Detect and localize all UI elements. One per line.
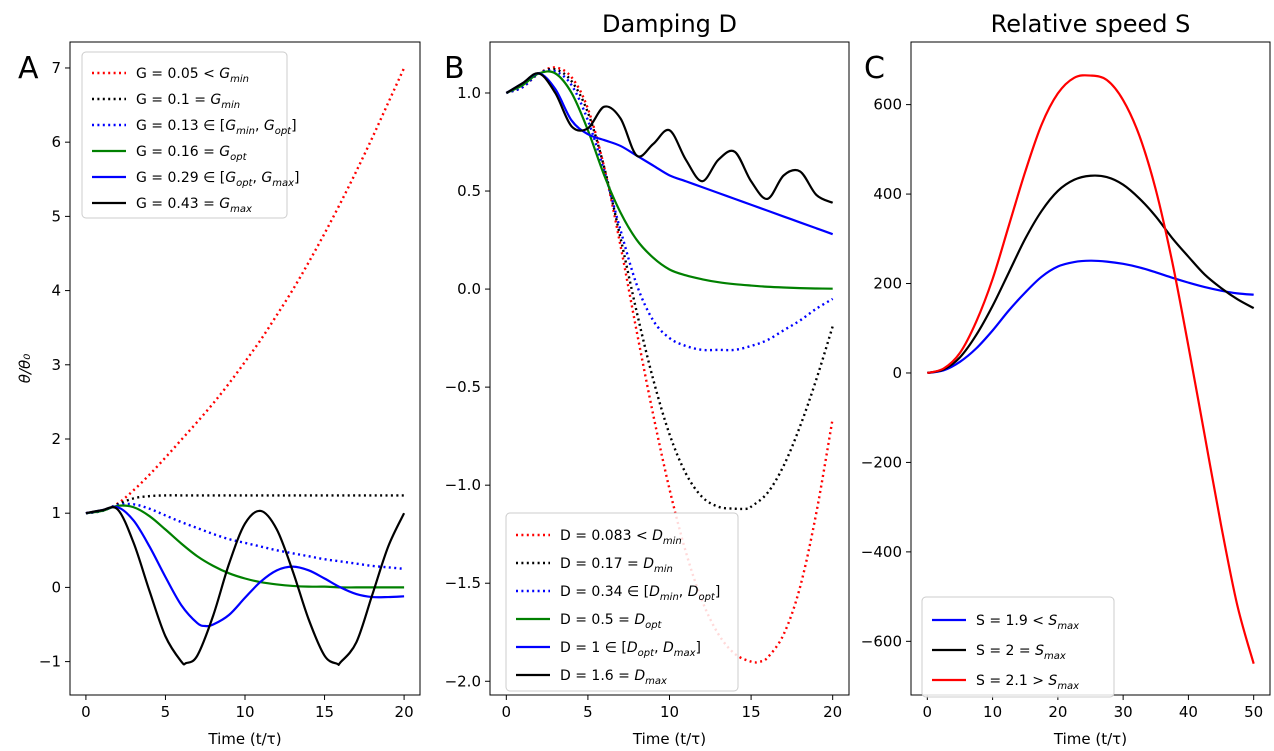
x-tick-label: 10 bbox=[235, 703, 254, 721]
x-tick-label: 15 bbox=[315, 703, 334, 721]
series-line-3 bbox=[85, 502, 405, 571]
legend-entry: D = 1.6 = Dmax bbox=[560, 668, 667, 687]
x-tick-label: 15 bbox=[742, 703, 761, 721]
series-line-6 bbox=[85, 506, 406, 666]
y-tick-label: −0.5 bbox=[445, 378, 481, 396]
x-tick-label: 40 bbox=[1179, 703, 1198, 721]
legend-entry: G = 0.29 ∈ [Gopt, Gmax] bbox=[136, 170, 300, 189]
panel-letter: A bbox=[18, 51, 39, 86]
panel-c: 0 10 20 30 40 50 −600 −400 −200 0 200 400 600 Time (t… bbox=[861, 10, 1271, 748]
y-tick-label: 600 bbox=[873, 96, 902, 114]
series-line-3 bbox=[927, 74, 1255, 664]
series-line-5 bbox=[85, 505, 405, 628]
x-axis-label: Time (t/τ) bbox=[207, 730, 281, 748]
y-tick-label: −600 bbox=[861, 632, 902, 650]
y-tick-label: 0.0 bbox=[457, 280, 481, 298]
series-group bbox=[505, 66, 834, 664]
panel-letter: C bbox=[864, 51, 885, 86]
y-tick-label: 4 bbox=[51, 282, 61, 300]
x-tick-label: 20 bbox=[823, 703, 842, 721]
legend-entry: G = 0.43 = Gmax bbox=[136, 196, 252, 215]
panel-letter: B bbox=[444, 51, 465, 86]
legend-box bbox=[505, 512, 739, 692]
x-tick-label: 5 bbox=[161, 703, 171, 721]
legend-entry: D = 0.083 < Dmin bbox=[560, 528, 682, 547]
series-line-6 bbox=[505, 72, 834, 204]
x-tick-label: 50 bbox=[1244, 703, 1263, 721]
series-line-5 bbox=[505, 72, 834, 236]
y-tick-label: 0.5 bbox=[457, 182, 481, 200]
x-tick-label: 30 bbox=[1114, 703, 1133, 721]
x-tick-label: 20 bbox=[395, 703, 414, 721]
y-tick-label: −400 bbox=[861, 543, 902, 561]
legend-box bbox=[921, 596, 1115, 698]
series-line-1 bbox=[927, 259, 1254, 375]
y-axis-label: θ/θ₀ bbox=[16, 354, 34, 383]
panel-title: Damping D bbox=[602, 10, 737, 38]
series-line-2 bbox=[505, 67, 834, 511]
y-tick-label: −200 bbox=[861, 453, 902, 471]
legend-entry: D = 1 ∈ [Dopt, Dmax] bbox=[560, 640, 701, 659]
y-tick-label: 5 bbox=[51, 207, 61, 225]
series-line-3 bbox=[505, 69, 834, 352]
y-tick-label: −1.0 bbox=[445, 476, 481, 494]
legend-entry: D = 0.17 = Dmin bbox=[560, 556, 673, 575]
legend-entry: D = 0.5 = Dopt bbox=[560, 612, 663, 631]
y-tick-label: 0 bbox=[892, 364, 902, 382]
panel-a: 0 5 10 15 20 −1 0 1 2 3 4 5 6 7 Time (t/τ) θ/θ₀ A G = 0.0… bbox=[16, 41, 421, 748]
y-tick-label: 3 bbox=[51, 356, 61, 374]
x-tick-label: 5 bbox=[583, 703, 593, 721]
x-tick-label: 10 bbox=[983, 703, 1002, 721]
x-tick-label: 20 bbox=[1048, 703, 1067, 721]
x-tick-label: 0 bbox=[923, 703, 933, 721]
legend-entry: D = 0.34 ∈ [Dmin, Dopt] bbox=[560, 584, 720, 603]
y-tick-label: 1 bbox=[51, 504, 61, 522]
legend: S = 1.9 < Smax S = 2 = Smax S = 2.1 > Smax bbox=[921, 596, 1115, 698]
legend-box bbox=[81, 51, 288, 219]
y-tick-label: −1 bbox=[39, 653, 61, 671]
y-tick-label: 0 bbox=[51, 578, 61, 596]
legend-entry: G = 0.13 ∈ [Gmin, Gopt] bbox=[136, 118, 297, 137]
y-tick-label: −1.5 bbox=[445, 574, 481, 592]
legend-entry: G = 0.16 = Gopt bbox=[136, 144, 248, 163]
series-line-2 bbox=[927, 174, 1255, 375]
legend-entry: S = 2 = Smax bbox=[976, 643, 1066, 662]
series-group bbox=[927, 74, 1255, 664]
legend: D = 0.083 < Dmin D = 0.17 = Dmin D = 0.34 … bbox=[505, 512, 739, 692]
legend-entry: S = 1.9 < Smax bbox=[976, 613, 1079, 632]
panel-title: Relative speed S bbox=[991, 10, 1191, 38]
y-tick-label: −2.0 bbox=[445, 672, 481, 690]
x-tick-label: 0 bbox=[502, 703, 512, 721]
x-axis-label: Time (t/τ) bbox=[1053, 730, 1127, 748]
x-tick-label: 0 bbox=[81, 703, 91, 721]
panel-b: 0 5 10 15 20 −2.0 −1.5 −1.0 −0.5 0.0 0.5 1.0 Time (t… bbox=[444, 10, 850, 748]
legend-entry: G = 0.1 = Gmin bbox=[136, 92, 240, 111]
y-tick-label: 7 bbox=[51, 59, 61, 77]
x-tick-label: 10 bbox=[660, 703, 679, 721]
series-line-1 bbox=[85, 67, 406, 515]
y-tick-label: 6 bbox=[51, 133, 61, 151]
series-line-4 bbox=[505, 70, 833, 290]
y-tick-label: 1.0 bbox=[457, 84, 481, 102]
legend-entry: G = 0.05 < Gmin bbox=[136, 66, 249, 85]
y-tick-label: 400 bbox=[873, 185, 902, 203]
series-line-2 bbox=[85, 494, 405, 515]
series-line-4 bbox=[85, 504, 405, 589]
series-group bbox=[85, 67, 406, 666]
x-axis-label: Time (t/τ) bbox=[632, 730, 706, 748]
legend-entry: S = 2.1 > Smax bbox=[976, 673, 1079, 692]
legend: G = 0.05 < Gmin G = 0.1 = Gmin G = 0.13 ∈ … bbox=[81, 51, 300, 219]
y-tick-label: 200 bbox=[873, 275, 902, 293]
y-tick-label: 2 bbox=[51, 430, 61, 448]
